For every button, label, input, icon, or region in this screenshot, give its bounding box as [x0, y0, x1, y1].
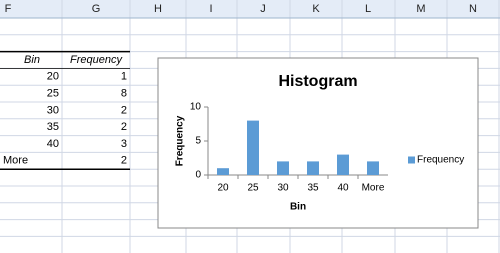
y-tick-label: 10 — [190, 102, 202, 113]
bin-cell: 35 — [47, 121, 59, 133]
x-tick-label: 35 — [307, 183, 319, 194]
column-header: K — [312, 3, 320, 15]
frequency-cell: 1 — [121, 71, 127, 83]
column-header-bar — [0, 0, 500, 18]
bin-cell: 20 — [47, 71, 59, 83]
legend-swatch — [408, 156, 415, 164]
bar — [247, 120, 259, 175]
chart-frame — [157, 57, 479, 229]
bin-cell: 25 — [47, 88, 59, 100]
bar — [217, 168, 229, 175]
column-header: H — [154, 3, 162, 15]
y-tick-label: 5 — [195, 136, 201, 147]
column-header: I — [209, 3, 212, 15]
column-header: N — [469, 3, 477, 15]
x-tick-label: 40 — [337, 183, 349, 194]
x-tick-label: More — [362, 183, 385, 194]
column-header: L — [365, 3, 371, 15]
column-header: J — [260, 3, 266, 15]
y-tick-label: 0 — [195, 170, 201, 181]
chart-title: Histogram — [278, 73, 357, 90]
table-header: Frequency — [70, 54, 123, 66]
frequency-cell: 3 — [121, 138, 127, 150]
bin-cell: 40 — [47, 138, 59, 150]
x-tick-label: 20 — [217, 183, 229, 194]
frequency-cell: 2 — [121, 104, 127, 116]
bar — [367, 161, 379, 175]
table-header: Bin — [24, 54, 40, 66]
bin-cell: 30 — [47, 104, 59, 116]
bar — [337, 154, 349, 175]
x-axis-label: Bin — [290, 202, 306, 213]
y-axis-label: Frequency — [175, 115, 186, 166]
frequency-cell: 8 — [121, 88, 127, 100]
column-header: G — [92, 3, 101, 15]
column-header: M — [416, 3, 425, 15]
bar — [307, 161, 319, 175]
frequency-cell: 2 — [121, 155, 127, 167]
x-tick-label: 30 — [277, 183, 289, 194]
chart: Histogram Bin Frequency 0 5 10 20 25 30 35 40 Mo… — [157, 57, 479, 229]
bar — [277, 161, 289, 175]
legend-label: Frequency — [417, 155, 464, 166]
frequency-cell: 2 — [121, 121, 127, 133]
column-header: F — [5, 3, 12, 15]
x-tick-label: 25 — [247, 183, 259, 194]
bin-cell: More — [3, 155, 28, 167]
